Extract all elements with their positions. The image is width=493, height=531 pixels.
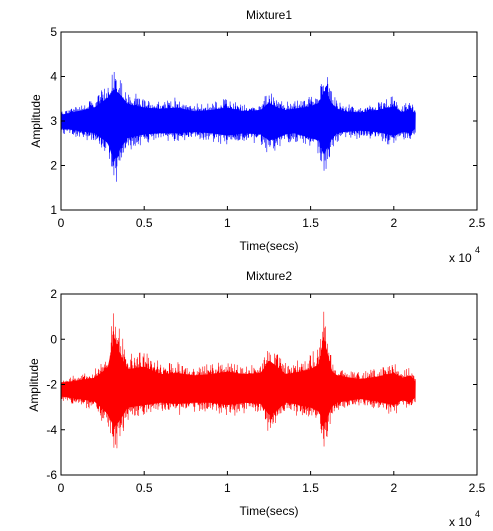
series-line [60,311,416,449]
x-tick-label: 1.5 [302,481,319,495]
x-exponent-label: x 10 4 [449,509,480,529]
y-tick-label: 2 [50,287,57,301]
x-tick-label: 2.5 [469,216,486,230]
x-tick-label: 2 [390,216,397,230]
y-tick-label: 0 [50,332,57,346]
x-tick-label: 2 [390,481,397,495]
x-tick-label: 0.5 [136,481,153,495]
x-tick-label: 1.5 [302,216,319,230]
x-multiplier: x 10 [449,251,472,265]
y-tick-label: 1 [50,203,57,217]
y-tick-label: -2 [46,378,57,392]
x-multiplier-exponent: 4 [475,245,480,255]
tick-layer: 0 0.5 1 1.5 2 2.5 -6 -4 -2 0 2 [46,287,485,495]
subplot-mixture1: Mixture1 0 0.5 1 1.5 2 2.5 1 2 3 4 5 Time(secs) Am… [29,8,486,265]
x-tick-label: 0 [58,481,65,495]
subplot-mixture2: Mixture2 0 0.5 1 1.5 2 2.5 -6 -4 -2 0 2 Time(secs)… [27,269,486,529]
x-tick-label: 2.5 [469,481,486,495]
x-exponent-label: x 10 4 [449,245,480,265]
chart-title: Mixture1 [246,8,292,22]
x-axis-label: Time(secs) [240,504,299,518]
x-tick-label: 1 [224,481,231,495]
x-tick-label: 1 [224,216,231,230]
x-multiplier: x 10 [449,515,472,529]
tick-layer: 0 0.5 1 1.5 2 2.5 1 2 3 4 5 [50,25,485,230]
x-multiplier-exponent: 4 [475,509,480,519]
series-line [60,71,416,182]
y-tick-label: -4 [46,423,57,437]
y-axis-label: Amplitude [29,94,43,148]
y-tick-label: 3 [50,114,57,128]
x-tick-label: 0.5 [136,216,153,230]
y-tick-label: 4 [50,70,57,84]
series-layer [60,71,416,182]
series-layer [60,311,416,449]
chart-title: Mixture2 [246,269,292,283]
y-axis-label: Amplitude [27,358,41,412]
y-tick-label: 5 [50,25,57,39]
y-tick-label: -6 [46,468,57,482]
x-tick-label: 0 [58,216,65,230]
x-axis-label: Time(secs) [240,239,299,253]
y-tick-label: 2 [50,159,57,173]
